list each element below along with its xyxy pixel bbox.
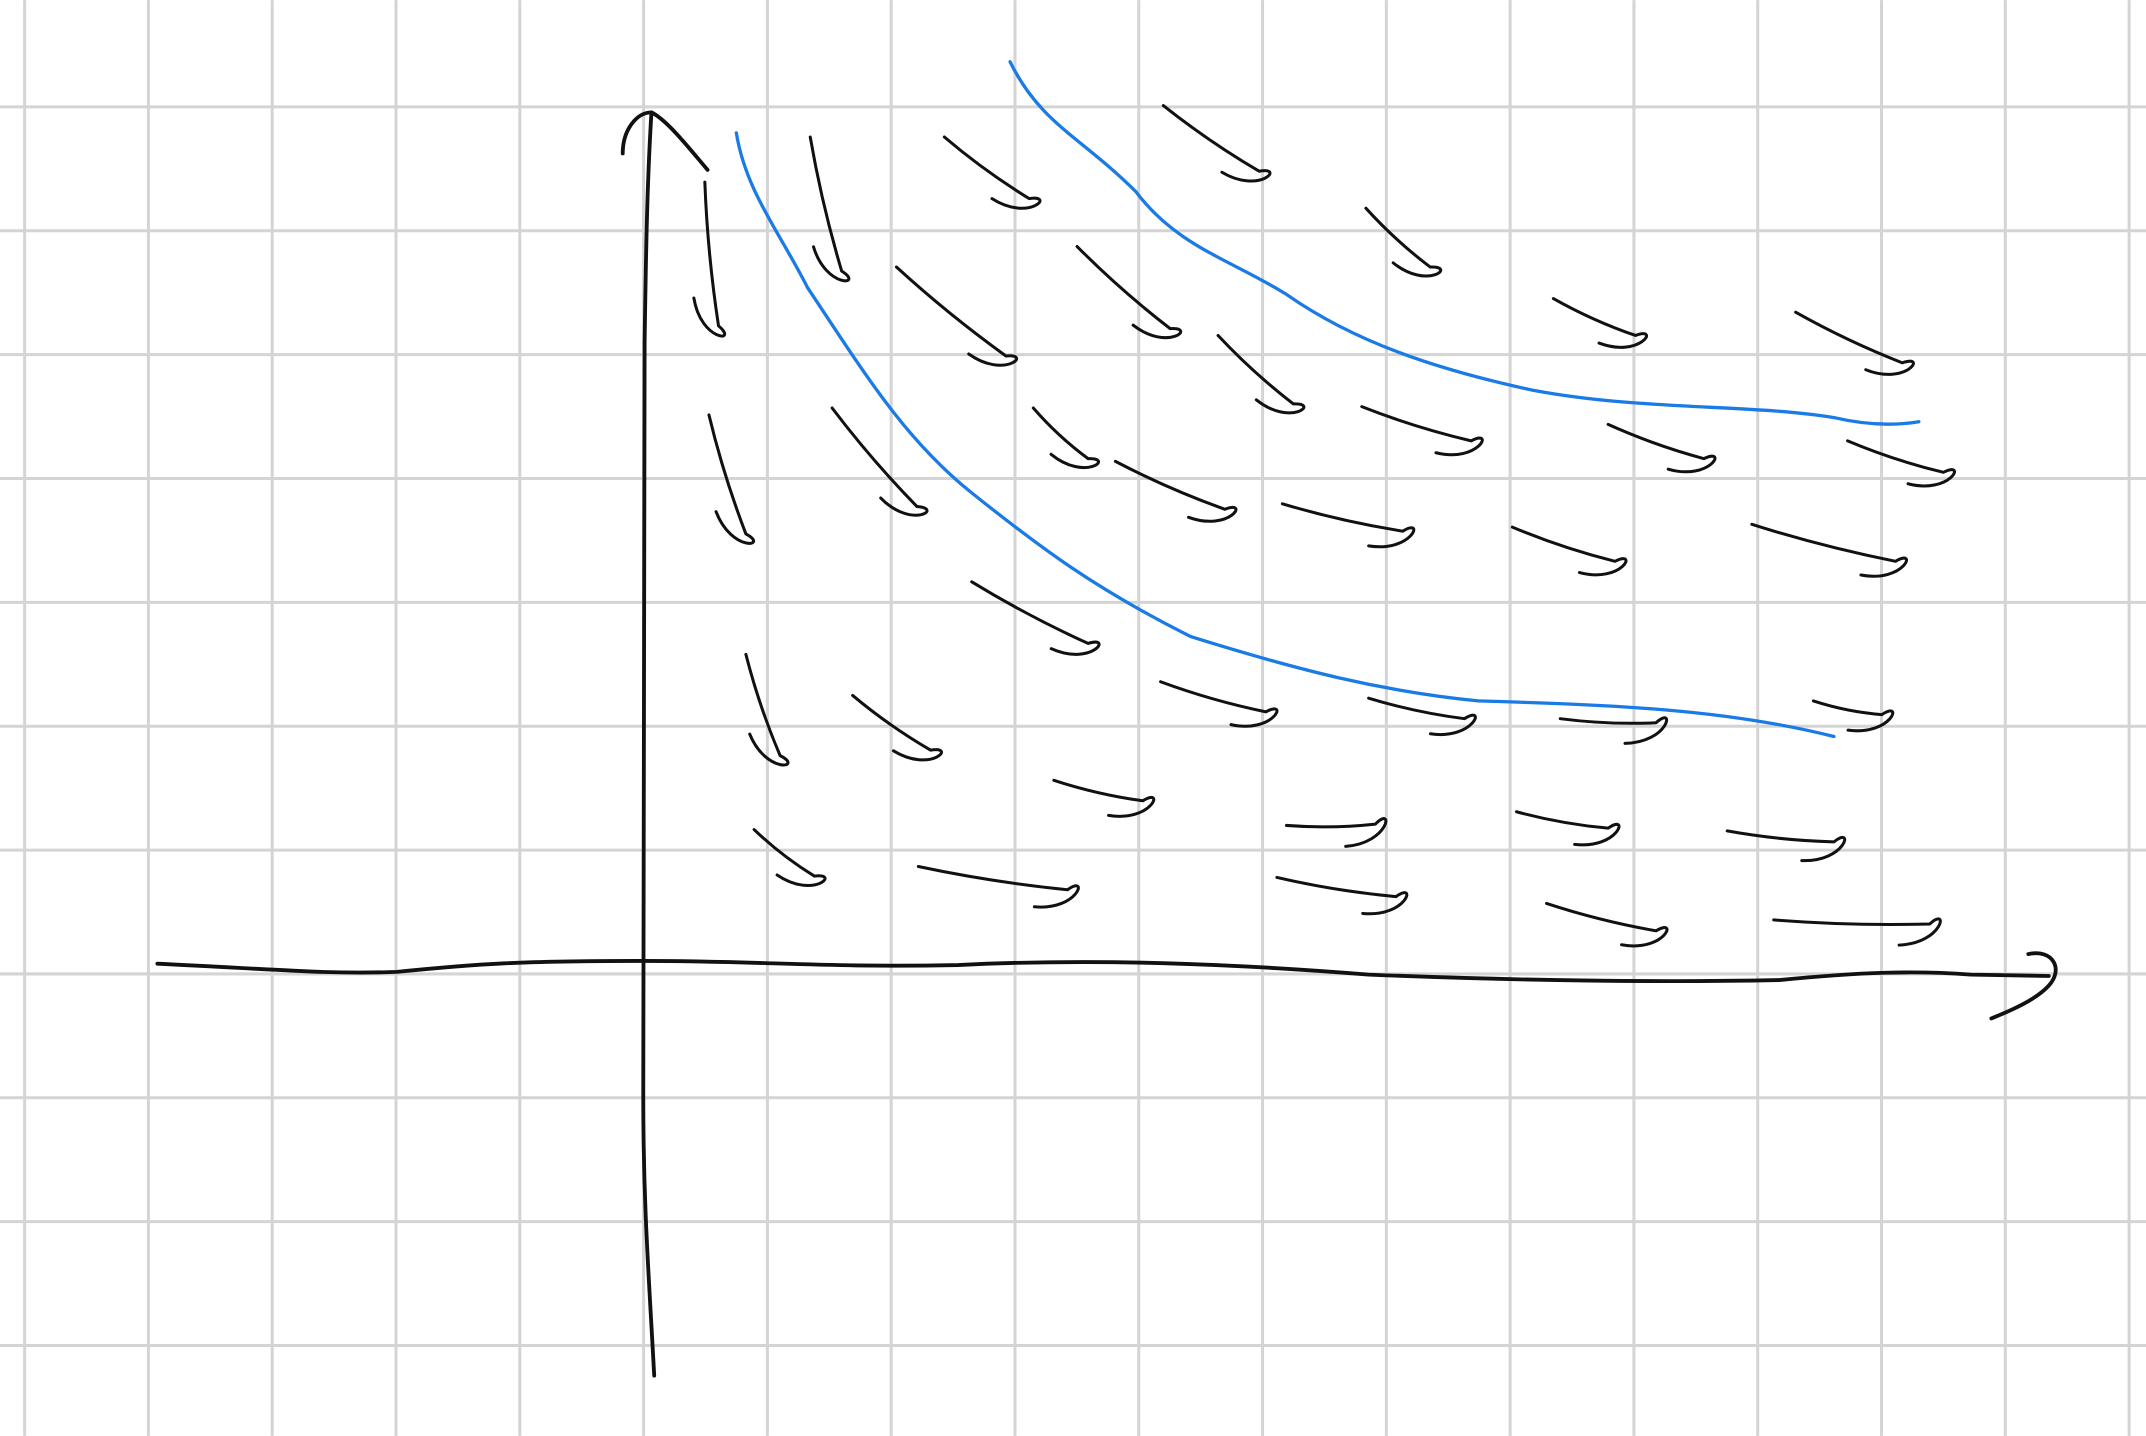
field-arrow — [1075, 245, 1183, 340]
field-arrow — [1545, 901, 1669, 948]
field-arrow — [1280, 502, 1416, 549]
field-arrow — [808, 135, 851, 283]
field-arrow — [1216, 333, 1306, 415]
field-arrow — [1161, 104, 1272, 183]
field-arrow — [707, 413, 755, 545]
trajectory-curve — [1008, 60, 1921, 426]
field-arrow — [1052, 778, 1156, 818]
field-arrow — [1113, 459, 1238, 523]
field-arrow — [692, 180, 727, 338]
field-arrow — [1846, 439, 1956, 488]
field-arrow — [1606, 422, 1717, 474]
field-arrow — [1725, 829, 1847, 863]
field-arrow — [830, 406, 929, 517]
field-arrow — [1031, 406, 1101, 470]
field-arrow — [1811, 699, 1895, 733]
field-arrow — [1510, 525, 1628, 577]
field-arrow — [1558, 716, 1669, 745]
horizontal-axis-arrowhead — [1989, 951, 2058, 1021]
vertical-axis — [640, 110, 657, 1378]
trajectories — [734, 60, 1921, 739]
field-arrow — [1367, 696, 1477, 737]
field-arrow — [1275, 875, 1409, 916]
field-arrow — [1159, 680, 1279, 728]
field-arrow — [1794, 310, 1915, 376]
horizontal-axis — [155, 959, 2051, 984]
field-arrow — [1514, 810, 1621, 847]
vector-field — [692, 104, 1956, 948]
field-arrow — [942, 135, 1042, 210]
field-arrow — [1772, 917, 1942, 947]
field-arrow — [1551, 297, 1648, 349]
field-arrow — [851, 693, 943, 762]
field-arrow — [1364, 206, 1443, 278]
field-arrow — [1284, 817, 1388, 848]
trajectory-curve — [734, 131, 1836, 739]
field-arrow — [744, 652, 790, 767]
field-arrow — [894, 265, 1019, 367]
field-arrow — [1750, 522, 1908, 578]
axes — [155, 110, 2058, 1378]
field-arrow — [916, 864, 1080, 909]
vertical-axis-arrowhead — [620, 110, 710, 172]
field-arrow — [752, 828, 827, 887]
field-arrow — [1360, 405, 1484, 457]
field-arrow — [970, 580, 1101, 656]
